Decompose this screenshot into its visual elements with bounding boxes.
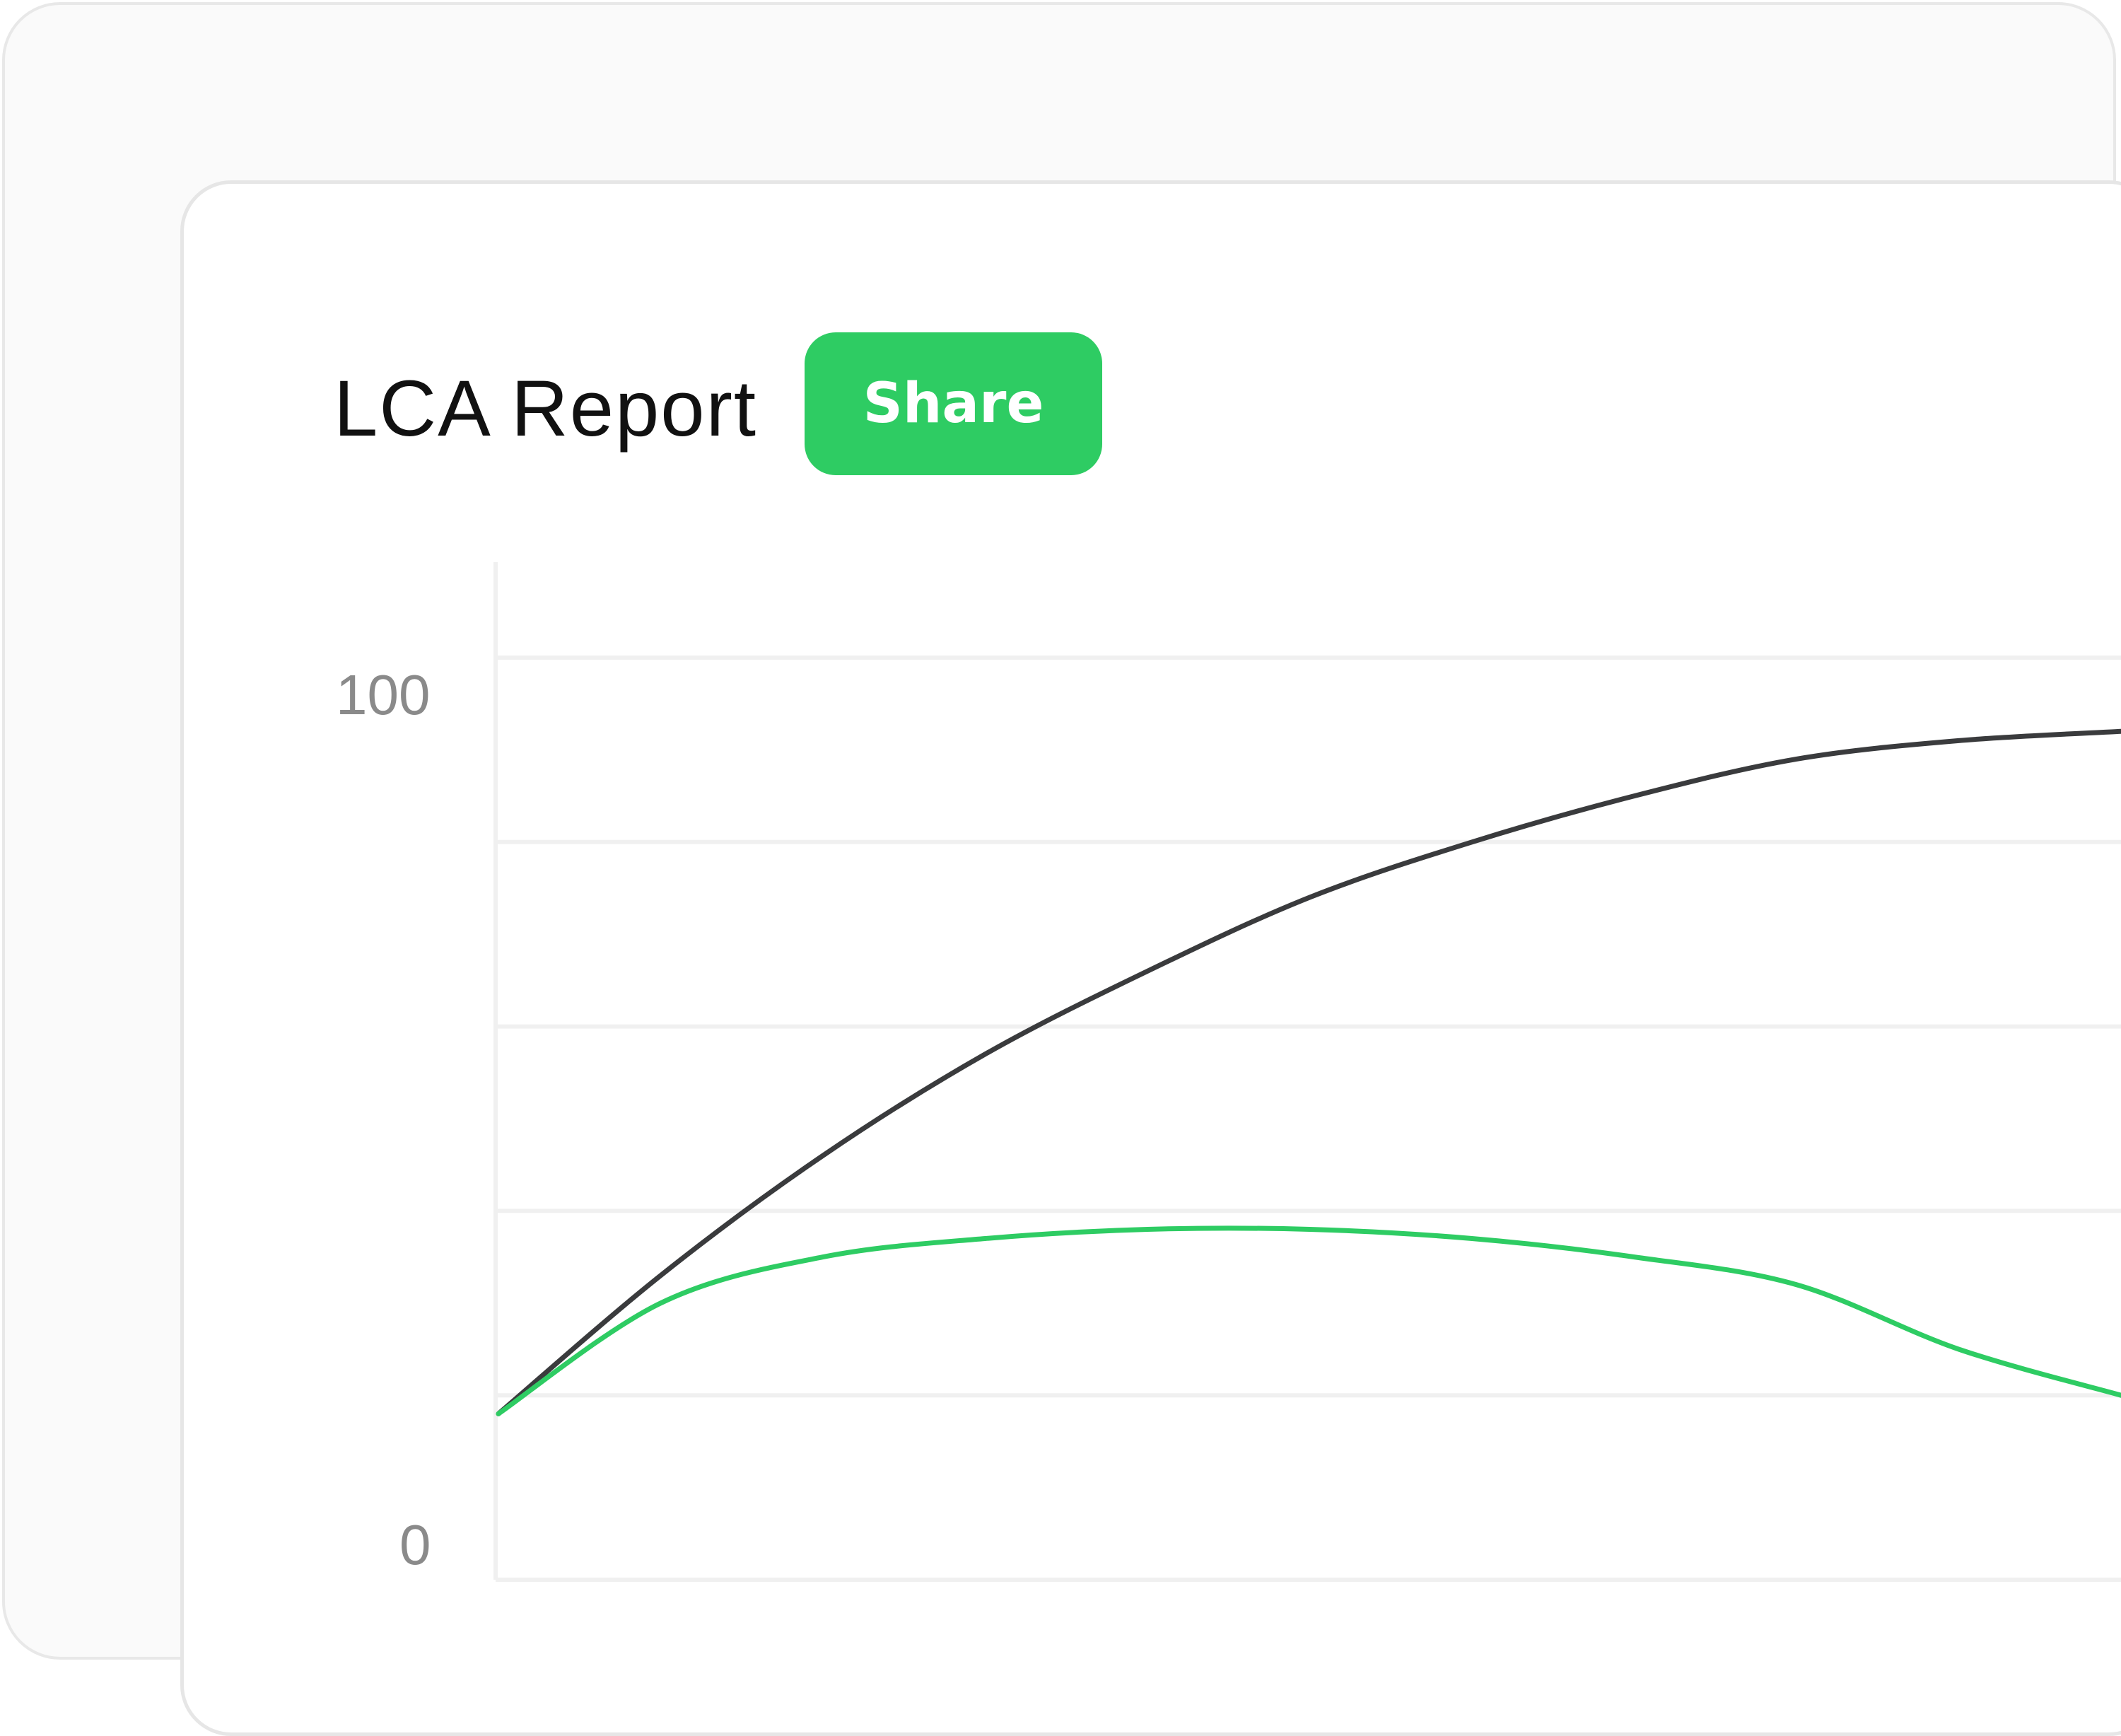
share-button[interactable]: Share xyxy=(805,332,1102,475)
y-axis-ticks: 100 0 xyxy=(336,663,431,1576)
series-line-1 xyxy=(496,728,2121,1416)
page-title: LCA Report xyxy=(334,364,757,453)
y-tick-label: 0 xyxy=(399,1513,431,1576)
y-tick-label: 100 xyxy=(336,663,430,726)
chart-gridlines xyxy=(496,656,2121,1582)
report-card xyxy=(180,180,2121,1736)
line-chart: 100 0 xyxy=(336,562,2121,1582)
series-line-2 xyxy=(496,1225,2121,1416)
chart-series xyxy=(496,728,2121,1416)
